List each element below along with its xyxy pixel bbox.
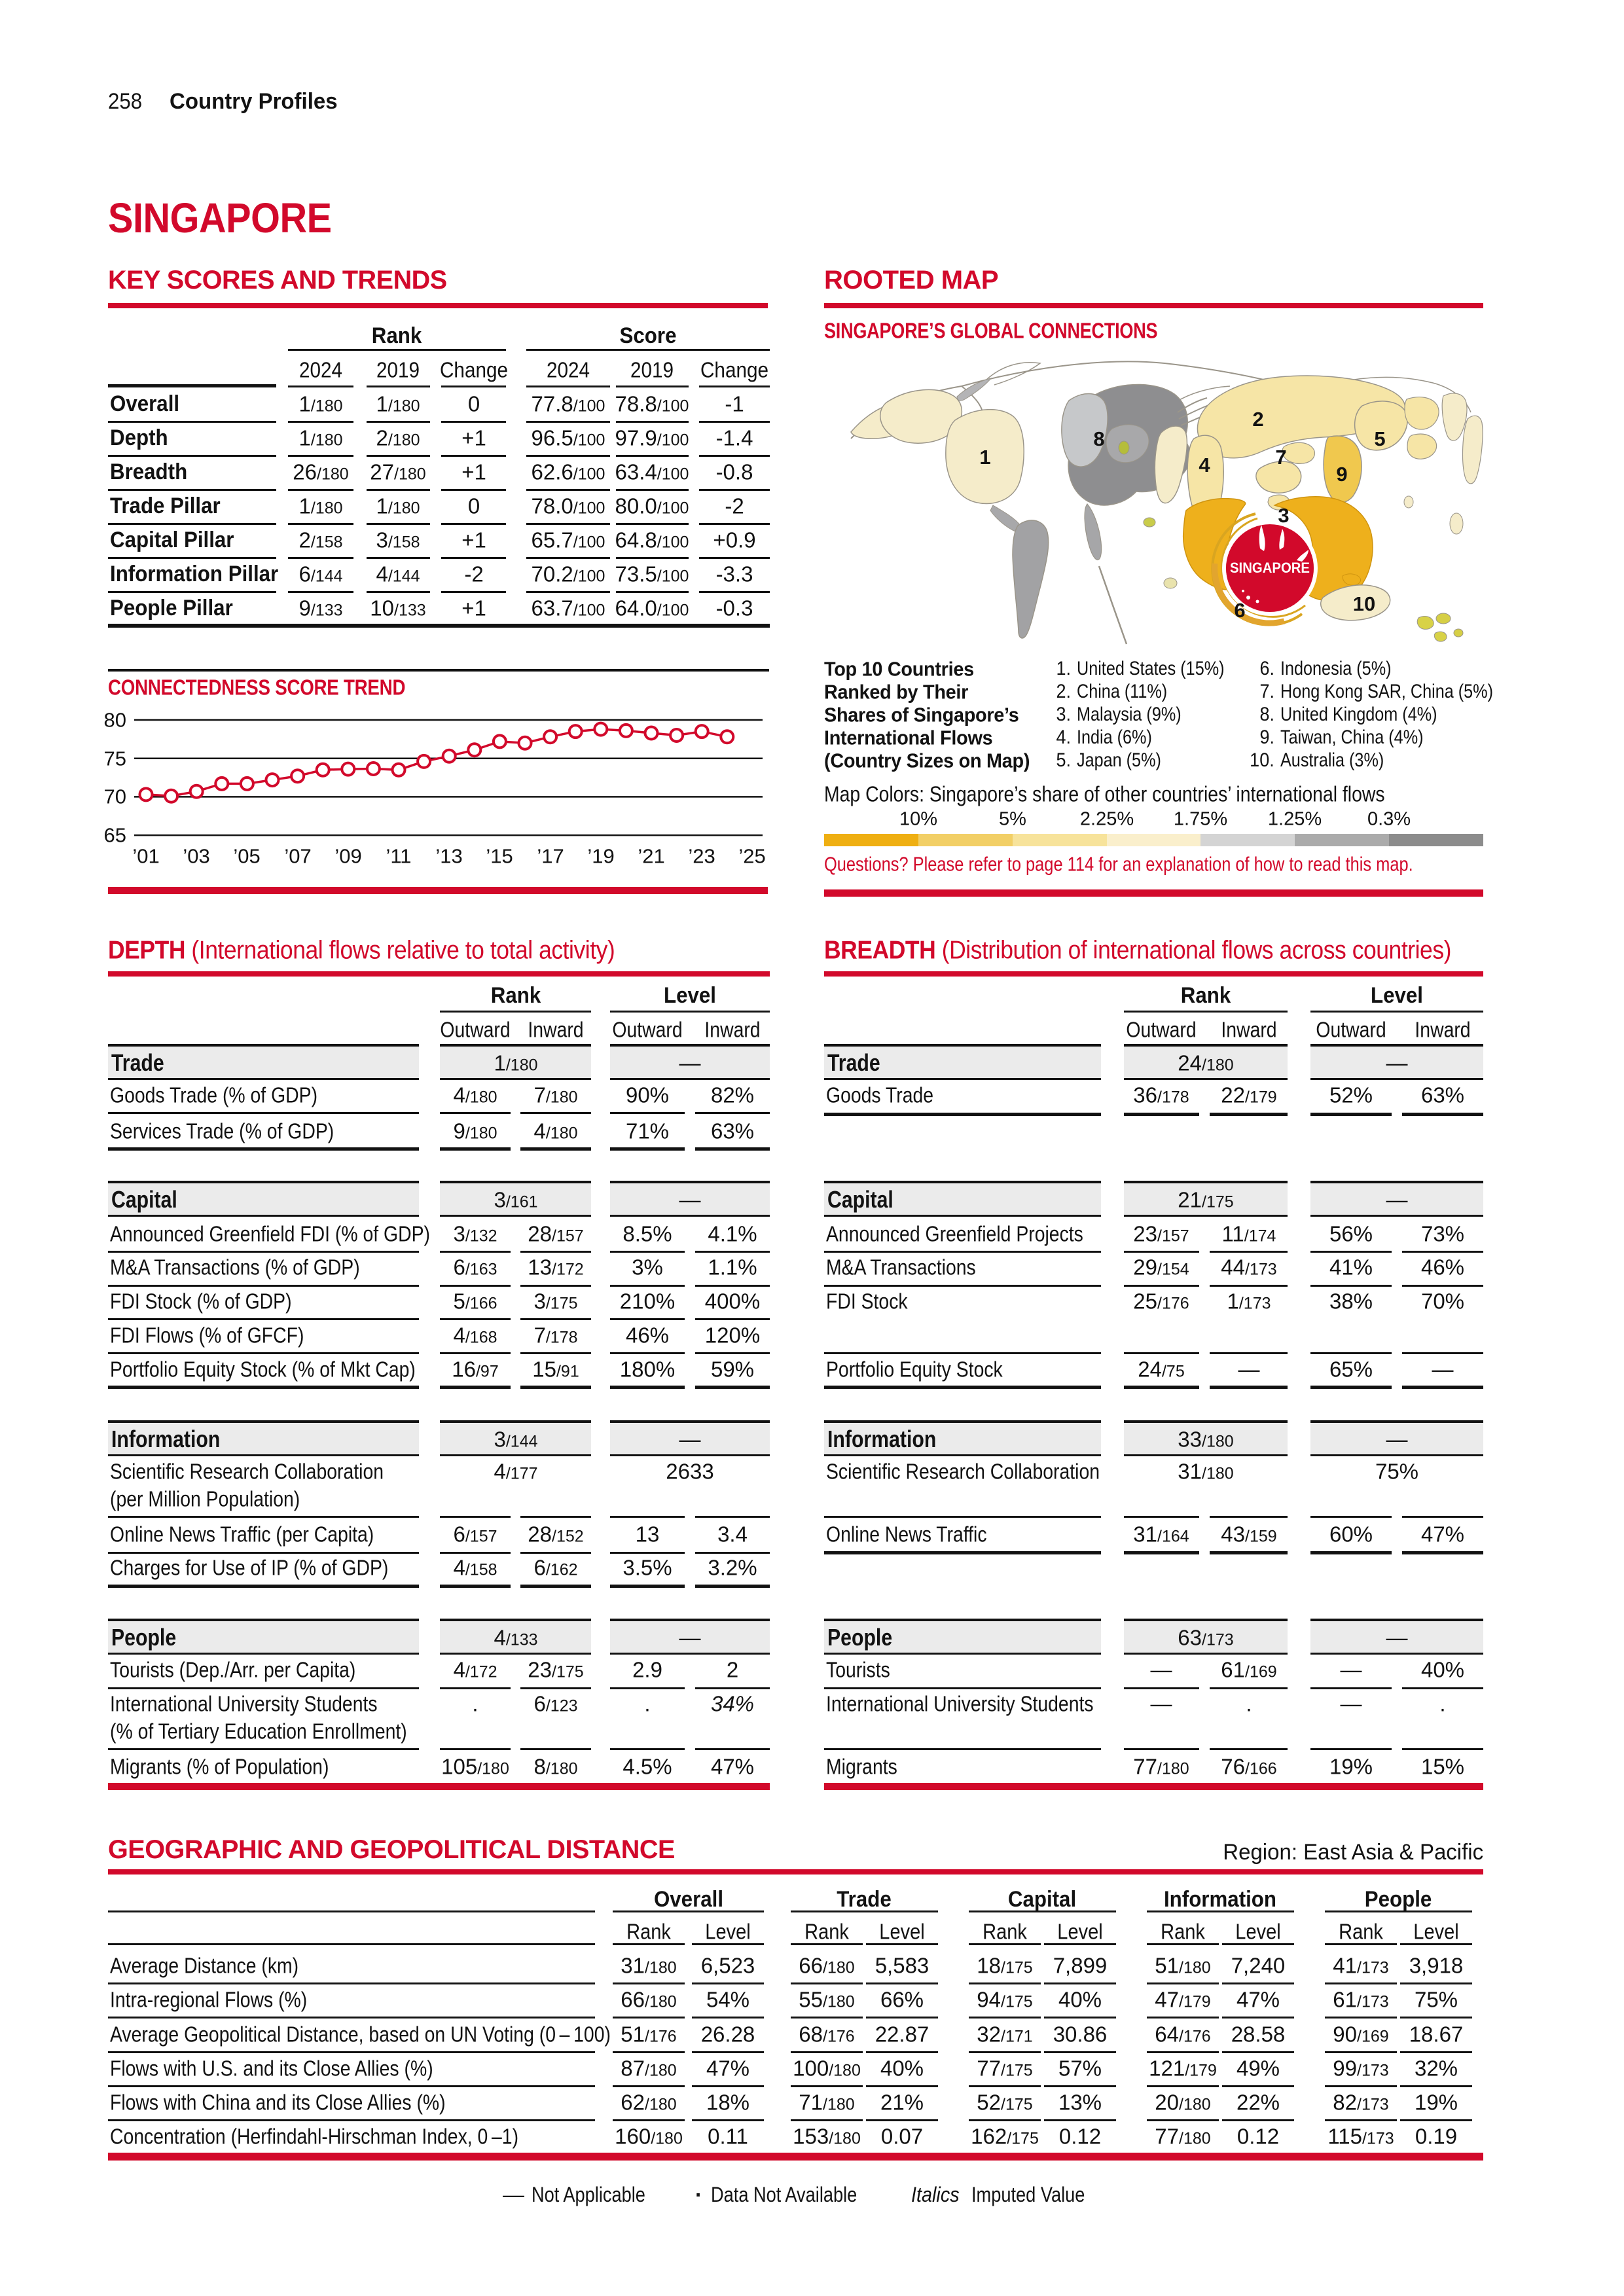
svg-text:2: 2 (1252, 408, 1263, 431)
svg-text:6: 6 (1234, 599, 1245, 622)
svg-text:SINGAPORE: SINGAPORE (1230, 560, 1310, 576)
svg-text:7: 7 (1275, 446, 1286, 469)
svg-text:4: 4 (1199, 454, 1210, 476)
svg-text:10: 10 (1353, 592, 1375, 615)
svg-text:5: 5 (1374, 427, 1385, 450)
svg-text:3: 3 (1278, 504, 1289, 527)
svg-text:9: 9 (1336, 463, 1347, 486)
svg-text:8: 8 (1093, 427, 1104, 450)
svg-text:1: 1 (979, 446, 990, 469)
